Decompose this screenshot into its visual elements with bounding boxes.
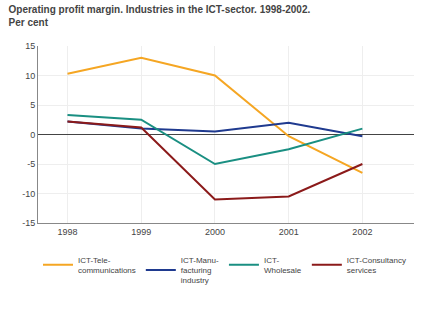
- svg-text:15: 15: [25, 41, 35, 51]
- svg-text:ICT-Wholesale: ICT-Wholesale: [264, 256, 302, 275]
- svg-text:10: 10: [25, 71, 35, 81]
- svg-text:2000: 2000: [205, 227, 225, 237]
- svg-text:2002: 2002: [352, 227, 372, 237]
- svg-text:-10: -10: [22, 189, 35, 199]
- svg-text:ICT-Consultancyservices: ICT-Consultancyservices: [347, 256, 406, 275]
- svg-text:ICT-Manu-facturingindustry: ICT-Manu-facturingindustry: [181, 256, 219, 286]
- svg-text:-15: -15: [22, 218, 35, 228]
- svg-text:Operating profit margin. Indus: Operating profit margin. Industries in t…: [9, 4, 311, 28]
- svg-text:1999: 1999: [131, 227, 151, 237]
- svg-text:-5: -5: [27, 159, 35, 169]
- svg-text:2001: 2001: [279, 227, 299, 237]
- svg-text:1998: 1998: [57, 227, 77, 237]
- svg-text:ICT-Tele-communications: ICT-Tele-communications: [78, 256, 136, 275]
- svg-text:0: 0: [30, 130, 35, 140]
- svg-text:5: 5: [30, 100, 35, 110]
